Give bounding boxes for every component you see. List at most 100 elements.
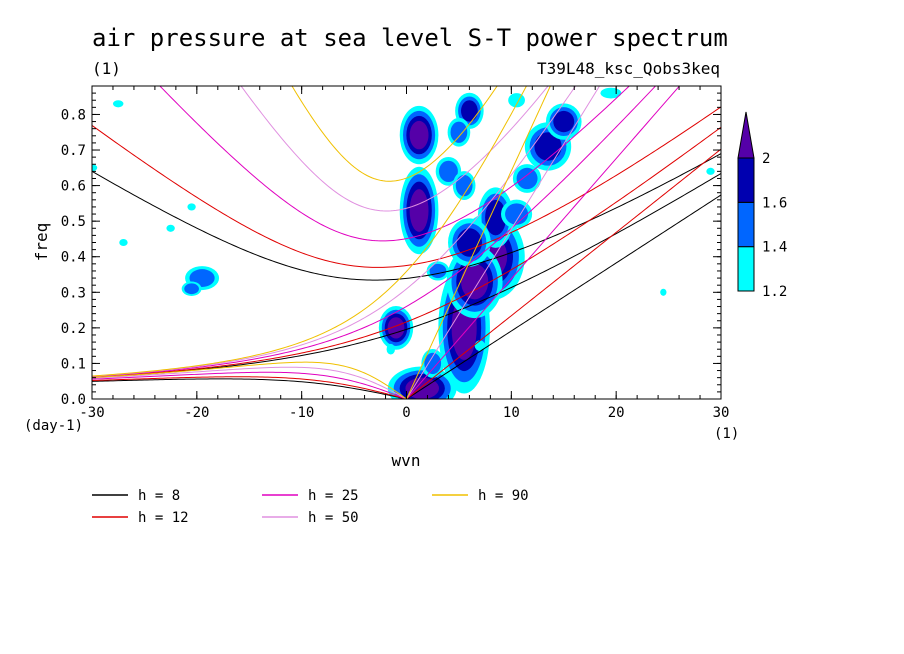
legend-label: h = 8 [138,488,180,504]
contour-level-1 [455,174,473,197]
legend-item-h50: h = 50 [262,510,359,526]
y-tick-label: 0.8 [61,107,86,123]
y-axis-unit: (day-1) [24,418,83,434]
x-tick-label: 30 [713,405,730,421]
colorbar-extend-triangle [737,111,755,159]
heatmap-blob-17 [421,349,445,378]
heatmap-blob-21 [112,100,124,108]
legend-item-h12: h = 12 [92,510,189,526]
y-tick-label: 0.5 [61,214,86,230]
rossby-curve-h50 [92,366,407,399]
heatmap-blob-23 [119,238,128,247]
contour-level-2 [461,100,478,122]
y-tick-label: 0.7 [61,143,86,159]
contour-level-1 [516,167,538,190]
inertia-gravity-curve-h8 [92,153,721,281]
contour-level-3 [409,120,429,150]
colorbar-swatch [737,157,755,203]
contour-level-1 [424,352,442,375]
contour-level-0 [706,167,715,175]
heatmap-blob-29 [660,288,667,296]
mixed-rossby-gravity-curve-h50 [92,86,577,377]
contour-level-2 [534,132,562,161]
mixed-rossby-gravity-curve-h25 [92,86,657,378]
x-tick-label: 0 [402,405,410,421]
inertia-gravity-curve-h12 [92,106,721,268]
colorbar-label: 1.2 [762,284,787,300]
contour-level-0 [112,100,124,108]
contour-level-1 [438,160,458,183]
chart-title: air pressure at sea level S-T power spec… [92,24,728,52]
heatmap-layer [92,87,715,399]
heatmap-blob-22 [92,164,98,172]
colorbar-swatch [737,201,755,248]
y-tick-label: 0.3 [61,285,86,301]
colorbar-swatch [737,246,755,292]
x-tick-label: -30 [79,405,104,421]
colorbar-label: 2 [762,151,770,167]
colorbar-label: 1.4 [762,240,787,256]
contour-level-0 [166,224,175,232]
curve-group-h50 [92,86,601,399]
kelvin-curve-h90 [406,86,551,399]
chart-subtitle-left: (1) [92,59,121,78]
heatmap-blob-14 [452,171,476,200]
x-tick-label: -20 [184,405,209,421]
contour-level-0 [187,203,196,211]
heatmap-blob-25 [166,224,175,232]
x-tick-label: 10 [503,405,520,421]
heatmap-blob-16 [512,164,542,193]
legend-label: h = 90 [478,488,529,504]
curve-group-h90 [92,86,551,399]
contour-level-1 [184,283,199,295]
x-tick-label: 20 [608,405,625,421]
x-tick-label: -10 [289,405,314,421]
contour-level-0 [660,288,667,296]
colorbar-label: 1.6 [762,195,787,211]
contour-level-1 [450,121,468,143]
inertia-gravity-curve-h25 [159,86,630,242]
contour-level-1 [505,203,529,225]
rossby-curve-h90 [92,361,407,399]
x-axis-unit: (1) [714,426,739,442]
legend-label: h = 12 [138,510,189,526]
contour-level-3 [409,189,429,232]
heatmap-blob-18 [447,117,471,147]
legend-label: h = 50 [308,510,359,526]
rossby-curve-h8 [92,378,407,399]
contour-level-0 [119,238,128,247]
y-tick-label: 0.6 [61,179,86,195]
contour-level-3 [387,317,405,339]
contour-level-0 [92,164,98,172]
colorbar: 1.2 1.4 1.6 2 [737,111,787,300]
heatmap-blob-15 [501,199,533,229]
legend: h = 8 h = 12 h = 25 h = 50 h = 90 [92,488,529,526]
kelvin-curve-h50 [406,86,601,399]
inertia-gravity-curve-h50 [240,86,549,212]
heatmap-blob-8 [448,218,491,267]
rossby-curve-h25 [92,371,407,399]
heatmap-blob-28 [706,167,715,175]
curve-group-h25 [92,86,681,399]
y-axis-label: freq [32,223,51,262]
heatmap-blob-24 [187,203,196,211]
legend-item-h90: h = 90 [432,488,529,504]
y-tick-label: 0.1 [61,356,86,372]
y-tick-label: 0.0 [61,392,86,408]
legend-item-h25: h = 25 [262,488,359,504]
mixed-rossby-gravity-curve-h90 [92,86,528,377]
kelvin-curve-h12 [406,148,721,399]
dispersion-curves-layer [92,86,721,399]
heatmap-blob-2 [399,166,439,255]
y-tick-label: 0.2 [61,321,86,337]
inertia-gravity-curve-h90 [291,86,498,182]
curve-group-h12 [92,106,721,399]
kelvin-curve-h8 [406,194,721,399]
contour-level-2 [553,110,575,133]
contour-level-0 [386,343,395,355]
heatmap-blob-30 [386,343,395,355]
y-tick-label: 0.4 [61,250,86,266]
heatmap-blob-10 [545,103,582,140]
heatmap-blob-12 [426,261,450,281]
